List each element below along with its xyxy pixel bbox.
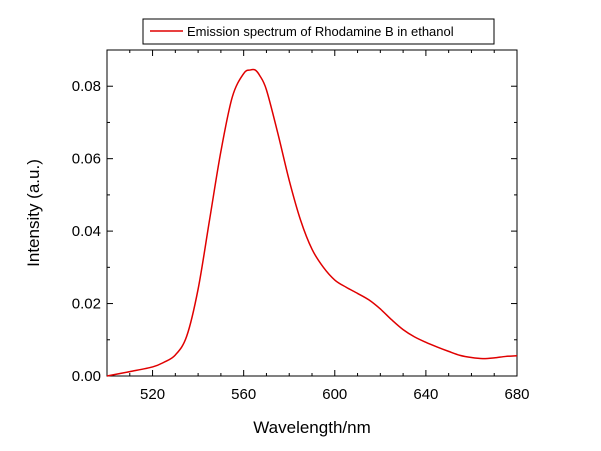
legend: Emission spectrum of Rhodamine B in etha…	[142, 18, 495, 45]
x-tick-label: 640	[413, 386, 438, 403]
x-tick-label: 520	[140, 386, 165, 403]
y-axis-title: Intensity (a.u.)	[24, 159, 43, 267]
y-tick-label: 0.04	[72, 223, 101, 240]
y-tick-label: 0.06	[72, 151, 101, 168]
x-axis-title: Wavelength/nm	[253, 418, 370, 437]
y-axis-ticks: 0.00 0.02 0.04 0.06 0.08	[72, 78, 517, 385]
x-tick-label: 680	[504, 386, 529, 403]
y-tick-label: 0.02	[72, 296, 101, 313]
series-line-rhodamine-b	[106, 68, 518, 377]
x-axis-ticks: 520 560 600 640 680	[106, 50, 530, 403]
legend-label: Emission spectrum of Rhodamine B in etha…	[187, 24, 454, 39]
y-tick-label: 0.00	[72, 368, 101, 385]
y-tick-label: 0.08	[72, 78, 101, 95]
x-tick-label: 600	[322, 386, 347, 403]
legend-box	[142, 18, 495, 45]
x-tick-label: 560	[231, 386, 256, 403]
